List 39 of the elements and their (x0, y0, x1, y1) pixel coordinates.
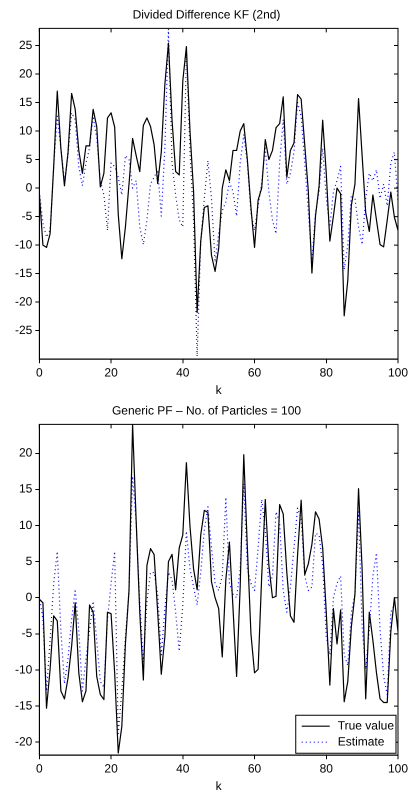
y-tick-label: 5 (26, 554, 33, 568)
x-axis-title: k (216, 779, 223, 794)
y-tick-label: 15 (18, 94, 33, 109)
x-tick-label: 40 (176, 762, 190, 776)
x-tick-label: 80 (320, 366, 334, 380)
y-tick-label: -15 (15, 266, 33, 280)
x-tick-label: 0 (36, 762, 43, 776)
y-tick-label: 20 (18, 446, 33, 460)
y-tick-label: 0 (26, 180, 33, 194)
y-tick-label: -5 (22, 208, 33, 223)
y-tick-label: 20 (18, 66, 33, 80)
x-tick-label: 20 (104, 366, 118, 380)
x-tick-label: 0 (36, 366, 43, 380)
y-tick-label: -20 (15, 294, 33, 308)
y-tick-label: 5 (26, 152, 33, 166)
x-tick-label: 100 (388, 762, 408, 776)
y-tick-label: 10 (18, 518, 33, 532)
x-tick-label: 20 (104, 762, 118, 776)
y-tick-label: -10 (15, 237, 33, 252)
x-tick-label: 80 (320, 762, 334, 776)
chart-title: Divided Difference KF (2nd) (132, 8, 280, 22)
y-tick-label: -10 (15, 662, 33, 676)
y-tick-label: 10 (18, 123, 33, 138)
y-tick-label: -5 (22, 626, 33, 640)
x-tick-label: 60 (248, 366, 262, 380)
x-tick-label: 60 (248, 762, 262, 776)
x-tick-label: 40 (176, 366, 190, 380)
chart-title: Generic PF – No. of Particles = 100 (112, 404, 302, 418)
y-tick-label: 15 (18, 482, 33, 496)
y-tick-label: 25 (18, 38, 33, 52)
y-tick-label: 0 (26, 590, 33, 604)
y-tick-label: -20 (15, 734, 33, 749)
line-series (39, 28, 398, 357)
x-tick-label: 100 (388, 366, 408, 380)
legend-label: Estimate (338, 734, 385, 749)
x-axis-title: k (216, 383, 223, 398)
legend-label: True value (338, 718, 394, 733)
y-tick-label: -25 (15, 322, 33, 337)
y-tick-label: -15 (15, 698, 33, 712)
